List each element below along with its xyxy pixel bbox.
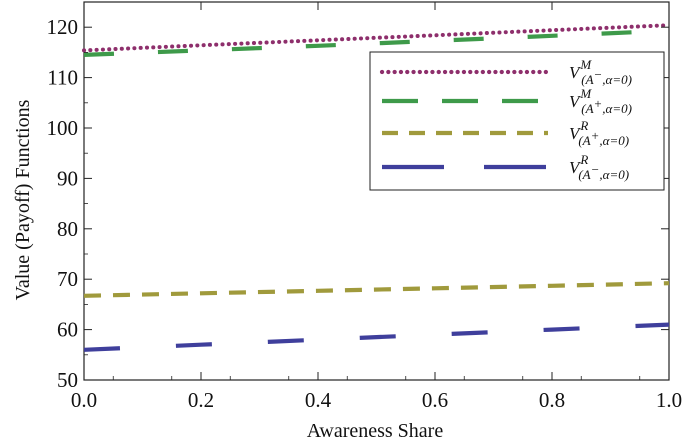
y-tick-label: 60 xyxy=(57,318,78,342)
legend-label-3: VR (A+,α=0) xyxy=(569,118,629,148)
x-tick-label: 0.4 xyxy=(305,388,332,412)
x-axis-title: Awareness Share xyxy=(307,420,444,442)
plot-area-border xyxy=(83,1,670,381)
y-tick-label: 100 xyxy=(47,116,79,140)
legend-label-2: VM (A+,α=0) xyxy=(569,86,632,116)
legend-label-4: VR (A−,α=0) xyxy=(569,152,629,182)
y-tick-label: 70 xyxy=(57,267,78,291)
y-tick-label: 110 xyxy=(47,66,78,90)
x-tick-label: 0.8 xyxy=(539,388,565,412)
series-line-2 xyxy=(83,28,670,57)
series-line-3 xyxy=(83,281,670,298)
y-tick-label: 80 xyxy=(57,217,78,241)
axis-ticks: 0.0 0.2 0.4 0.6 0.8 1.0 50 60 70 80 90 100 110 120 xyxy=(47,1,682,412)
legend: VM (A−,α=0)VM (A+,α=0)VR (A+,α=0) VR (A−,α=0) xyxy=(369,51,665,191)
y-tick-label: 120 xyxy=(47,15,79,39)
x-tick-label: 0.0 xyxy=(71,388,97,412)
y-axis-title: Value (Payoff) Functions xyxy=(12,99,34,300)
y-tick-label: 90 xyxy=(57,166,78,190)
x-tick-label: 1.0 xyxy=(656,388,682,412)
x-tick-label: 0.2 xyxy=(188,388,214,412)
y-tick-label: 50 xyxy=(57,368,78,392)
series-line-4 xyxy=(83,322,670,352)
legend-label-1: VM (A−,α=0) xyxy=(569,57,632,87)
series-line-1 xyxy=(82,23,671,53)
series-lines xyxy=(82,23,671,352)
x-tick-label: 0.6 xyxy=(422,388,448,412)
plot-frame xyxy=(83,1,670,381)
